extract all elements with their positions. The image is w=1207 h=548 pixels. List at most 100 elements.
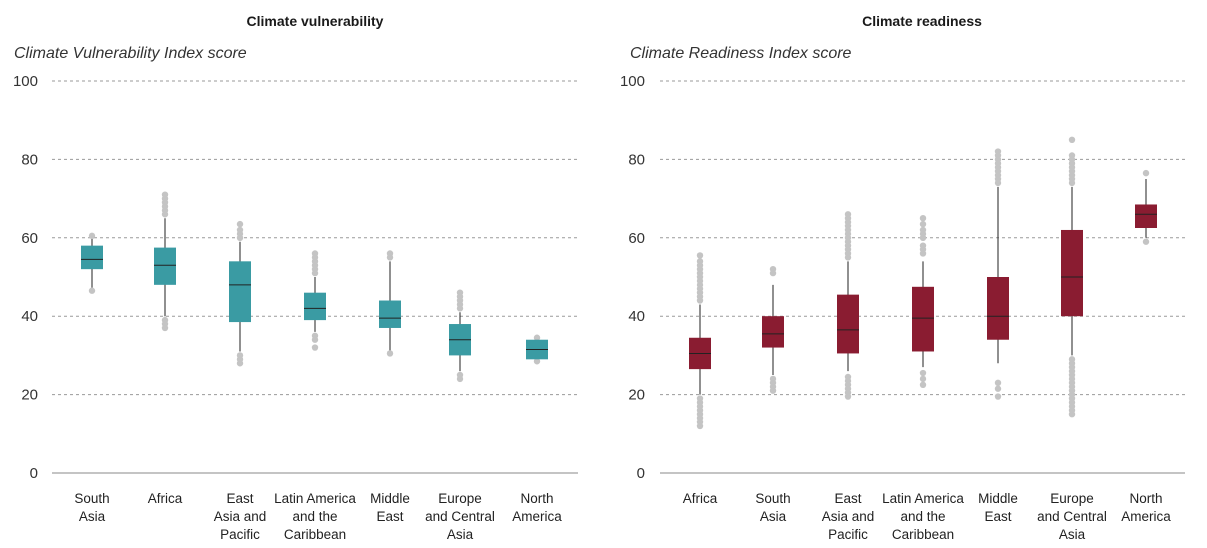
outlier-point <box>1142 238 1150 245</box>
box-iqr <box>987 277 1009 340</box>
box-iqr <box>81 245 103 270</box>
box-4 <box>379 250 401 357</box>
outlier-point <box>533 334 541 341</box>
outlier-point <box>456 289 464 296</box>
x-category-label: East <box>376 509 403 524</box>
y-tick-label: 20 <box>21 387 38 404</box>
box-0 <box>81 232 103 294</box>
outlier-point <box>1068 356 1076 363</box>
outlier-point <box>919 220 927 228</box>
x-category-label: and Central <box>425 509 495 524</box>
box-iqr <box>762 316 784 348</box>
y-tick-label: 100 <box>620 73 645 90</box>
box-4 <box>987 148 1009 400</box>
box-iqr <box>229 261 251 323</box>
y-tick-label: 80 <box>21 151 38 168</box>
x-category-label: Asia and <box>214 509 267 524</box>
outlier-point <box>88 232 96 240</box>
box-0 <box>689 252 711 430</box>
x-category-label: and the <box>900 509 945 524</box>
box-1 <box>762 265 784 394</box>
outlier-point <box>844 211 852 218</box>
x-category-label: Asia <box>447 527 474 542</box>
x-category-label: South <box>74 491 109 506</box>
box-iqr <box>1135 204 1157 228</box>
box-5 <box>1061 136 1083 418</box>
box-iqr <box>1061 229 1083 317</box>
y-tick-label: 0 <box>30 465 38 482</box>
x-category-label: America <box>512 509 562 524</box>
y-axis-label: Climate Readiness Index score <box>630 45 852 62</box>
box-iqr <box>912 286 934 352</box>
outlier-point <box>994 385 1002 392</box>
x-category-label: East <box>226 491 253 506</box>
x-category-label: East <box>984 509 1011 524</box>
outlier-point <box>236 220 244 228</box>
outlier-point <box>919 369 927 377</box>
x-category-label: Asia and <box>822 509 875 524</box>
chart-title: Climate vulnerability <box>247 13 384 29</box>
x-category-label: Asia <box>760 509 787 524</box>
outlier-point <box>533 358 541 365</box>
x-category-label: Asia <box>79 509 106 524</box>
x-category-label: Latin America <box>882 491 964 506</box>
box-iqr <box>379 300 401 328</box>
x-category-label: Latin America <box>274 491 356 506</box>
box-iqr <box>837 294 859 354</box>
x-category-label: East <box>834 491 861 506</box>
outlier-point <box>311 250 319 257</box>
box-2 <box>837 211 859 400</box>
outlier-point <box>919 242 927 249</box>
y-axis-label: Climate Vulnerability Index score <box>14 45 247 62</box>
box-5 <box>449 289 471 383</box>
outlier-point <box>844 373 852 381</box>
y-tick-label: 60 <box>21 230 38 247</box>
chart-title: Climate readiness <box>862 13 982 29</box>
box-2 <box>229 220 251 367</box>
outlier-point <box>696 395 704 402</box>
outlier-point <box>311 344 319 351</box>
y-tick-label: 40 <box>21 308 38 325</box>
outlier-point <box>769 265 777 273</box>
outlier-point <box>1142 169 1150 177</box>
outlier-point <box>994 148 1002 155</box>
outlier-point <box>919 381 927 388</box>
y-tick-label: 0 <box>637 465 645 482</box>
outlier-point <box>161 316 169 324</box>
outlier-point <box>919 215 927 222</box>
box-3 <box>304 250 326 351</box>
x-category-label: Pacific <box>828 527 868 542</box>
outlier-point <box>88 287 96 294</box>
outlier-point <box>769 375 777 383</box>
outlier-point <box>1068 136 1076 143</box>
outlier-point <box>236 352 244 359</box>
outlier-point <box>236 226 244 234</box>
outlier-point <box>456 371 464 379</box>
box-6 <box>1135 169 1157 245</box>
box-iqr <box>304 292 326 321</box>
outlier-point <box>919 375 927 383</box>
outlier-point <box>386 350 394 357</box>
x-category-label: Europe <box>438 491 482 506</box>
outlier-point <box>161 191 169 198</box>
x-category-label: Africa <box>148 491 183 506</box>
x-category-label: South <box>755 491 790 506</box>
outlier-point <box>1068 152 1076 159</box>
x-category-label: Middle <box>978 491 1018 506</box>
outlier-point <box>696 252 704 259</box>
x-category-label: Africa <box>683 491 718 506</box>
y-tick-label: 100 <box>13 73 38 90</box>
y-tick-label: 20 <box>628 387 645 404</box>
box-1 <box>154 191 176 332</box>
box-3 <box>912 215 934 388</box>
x-category-label: America <box>1121 509 1171 524</box>
x-category-label: North <box>520 491 553 506</box>
x-category-label: North <box>1129 491 1162 506</box>
outlier-point <box>386 250 394 257</box>
x-category-label: Europe <box>1050 491 1094 506</box>
x-category-label: Caribbean <box>892 527 954 542</box>
y-tick-label: 40 <box>628 308 645 325</box>
x-category-label: Middle <box>370 491 410 506</box>
